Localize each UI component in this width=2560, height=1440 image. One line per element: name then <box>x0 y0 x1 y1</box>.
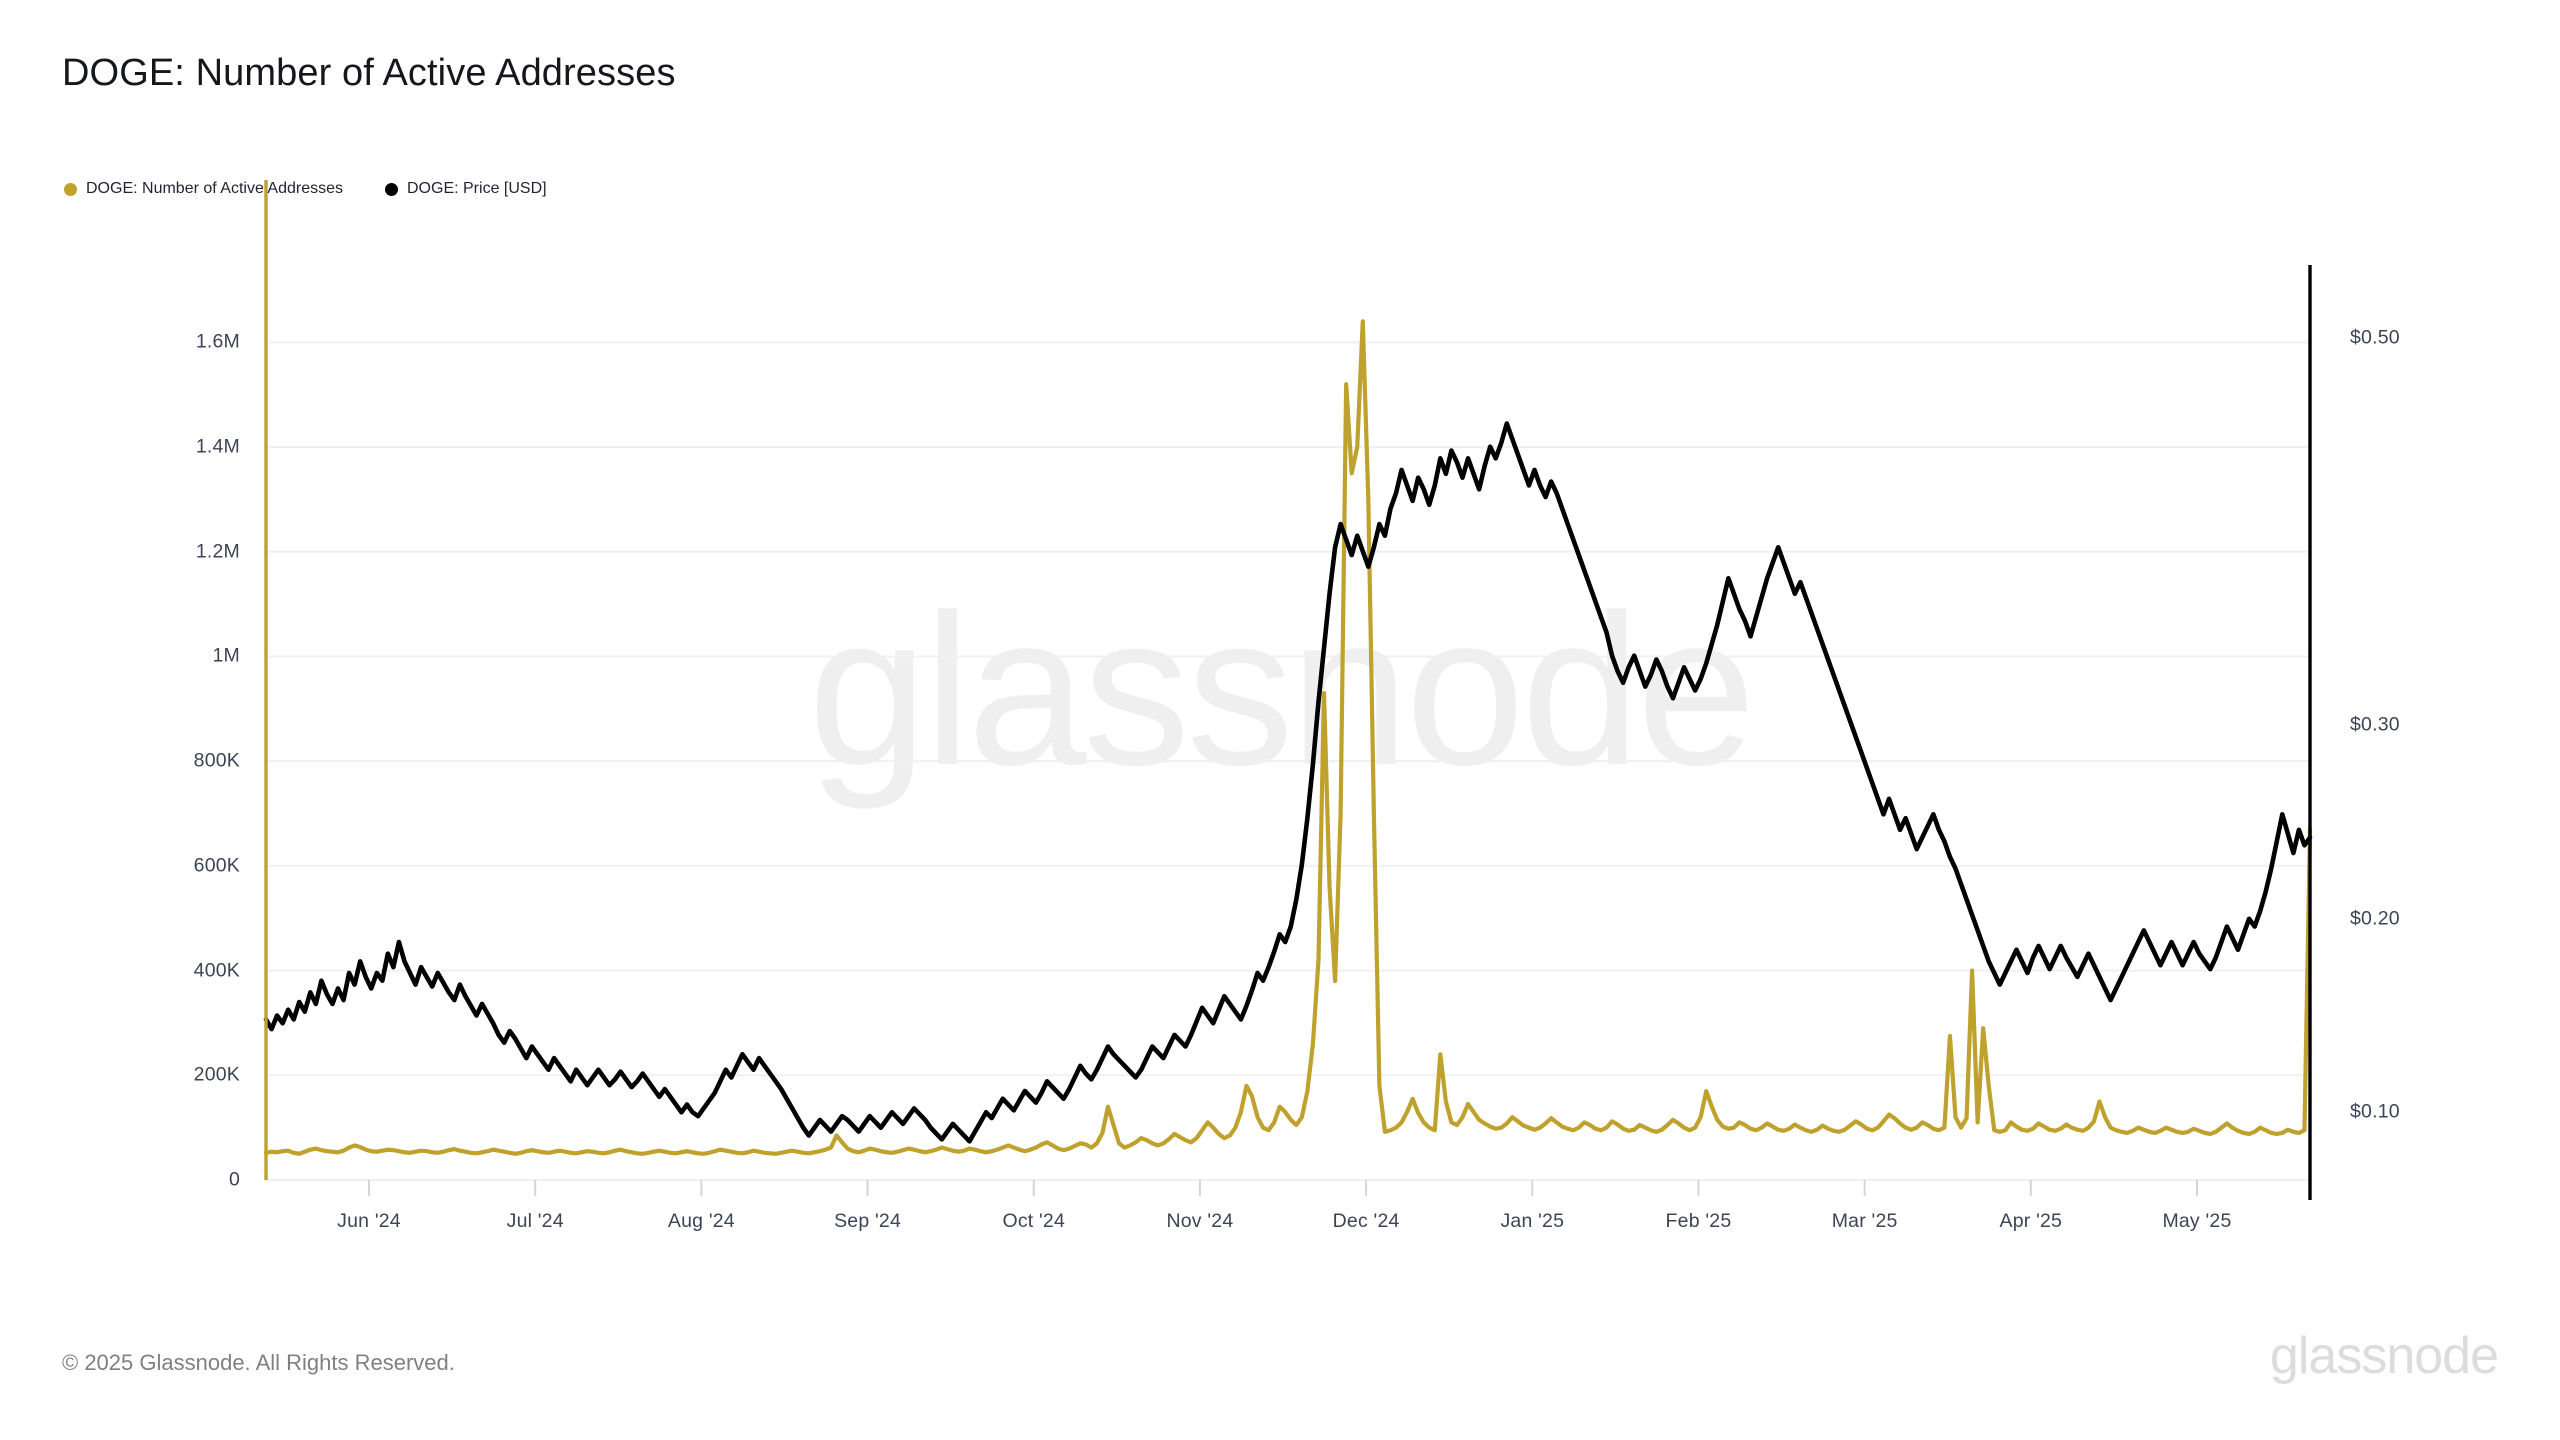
footer-copyright: © 2025 Glassnode. All Rights Reserved. <box>62 1350 455 1375</box>
y-axis-left-tick-label: 600K <box>193 854 240 877</box>
x-axis-tick-label: Oct '24 <box>1002 1210 1066 1232</box>
glassnode-logo: glassnode <box>2269 1327 2499 1385</box>
x-axis-tick-label: Jul '24 <box>506 1210 564 1232</box>
x-axis-tick-label: Apr '25 <box>1999 1210 2063 1232</box>
legend-item-label: DOGE: Number of Active Addresses <box>86 180 343 197</box>
y-axis-right-tick-label: $0.50 <box>2350 326 2400 349</box>
x-axis-tick-label: Dec '24 <box>1332 1210 1400 1232</box>
glassnode-watermark: glassnode <box>807 569 1756 810</box>
y-axis-left-tick-label: 0 <box>228 1168 240 1191</box>
legend-item-price[interactable]: DOGE: Price [USD] <box>385 180 547 198</box>
y-axis-left-tick-label: 1.6M <box>195 330 240 353</box>
chart-legend: DOGE: Number of Active Addresses DOGE: P… <box>64 178 547 200</box>
y-axis-left-tick-label: 1.4M <box>195 435 240 458</box>
x-axis-tick-label: Nov '24 <box>1166 1210 1234 1232</box>
x-axis-tick-label: May '25 <box>2162 1210 2232 1232</box>
x-axis-tick-label: Jun '24 <box>337 1210 401 1232</box>
x-axis-tick-label: Jan '25 <box>1500 1210 1565 1232</box>
x-axis-tick-label: Feb '25 <box>1665 1210 1732 1232</box>
x-axis-tick-label: Sep '24 <box>834 1210 902 1232</box>
legend-item-active-addresses[interactable]: DOGE: Number of Active Addresses <box>64 180 343 198</box>
page-title: DOGE: Number of Active Addresses <box>62 52 676 94</box>
y-axis-right-tick-label: $0.10 <box>2350 1100 2400 1123</box>
y-axis-left-tick-label: 1.2M <box>195 540 240 563</box>
chart-x-tickmarks <box>368 1180 2198 1196</box>
y-axis-left-tick-label: 400K <box>193 959 240 982</box>
y-axis-right-tick-label: $0.30 <box>2350 713 2400 736</box>
y-axis-left-tick-label: 200K <box>193 1063 240 1086</box>
x-axis-tick-label: Mar '25 <box>1831 1210 1898 1232</box>
y-axis-right-tick-label: $0.20 <box>2350 907 2400 930</box>
x-axis-tick-label: Aug '24 <box>667 1210 735 1232</box>
legend-dot-icon <box>385 182 398 196</box>
y-axis-left-tick-label: 1M <box>212 644 240 667</box>
legend-item-label: DOGE: Price [USD] <box>407 180 547 197</box>
legend-dot-icon <box>64 182 77 196</box>
y-axis-left-tick-label: 800K <box>193 749 240 772</box>
